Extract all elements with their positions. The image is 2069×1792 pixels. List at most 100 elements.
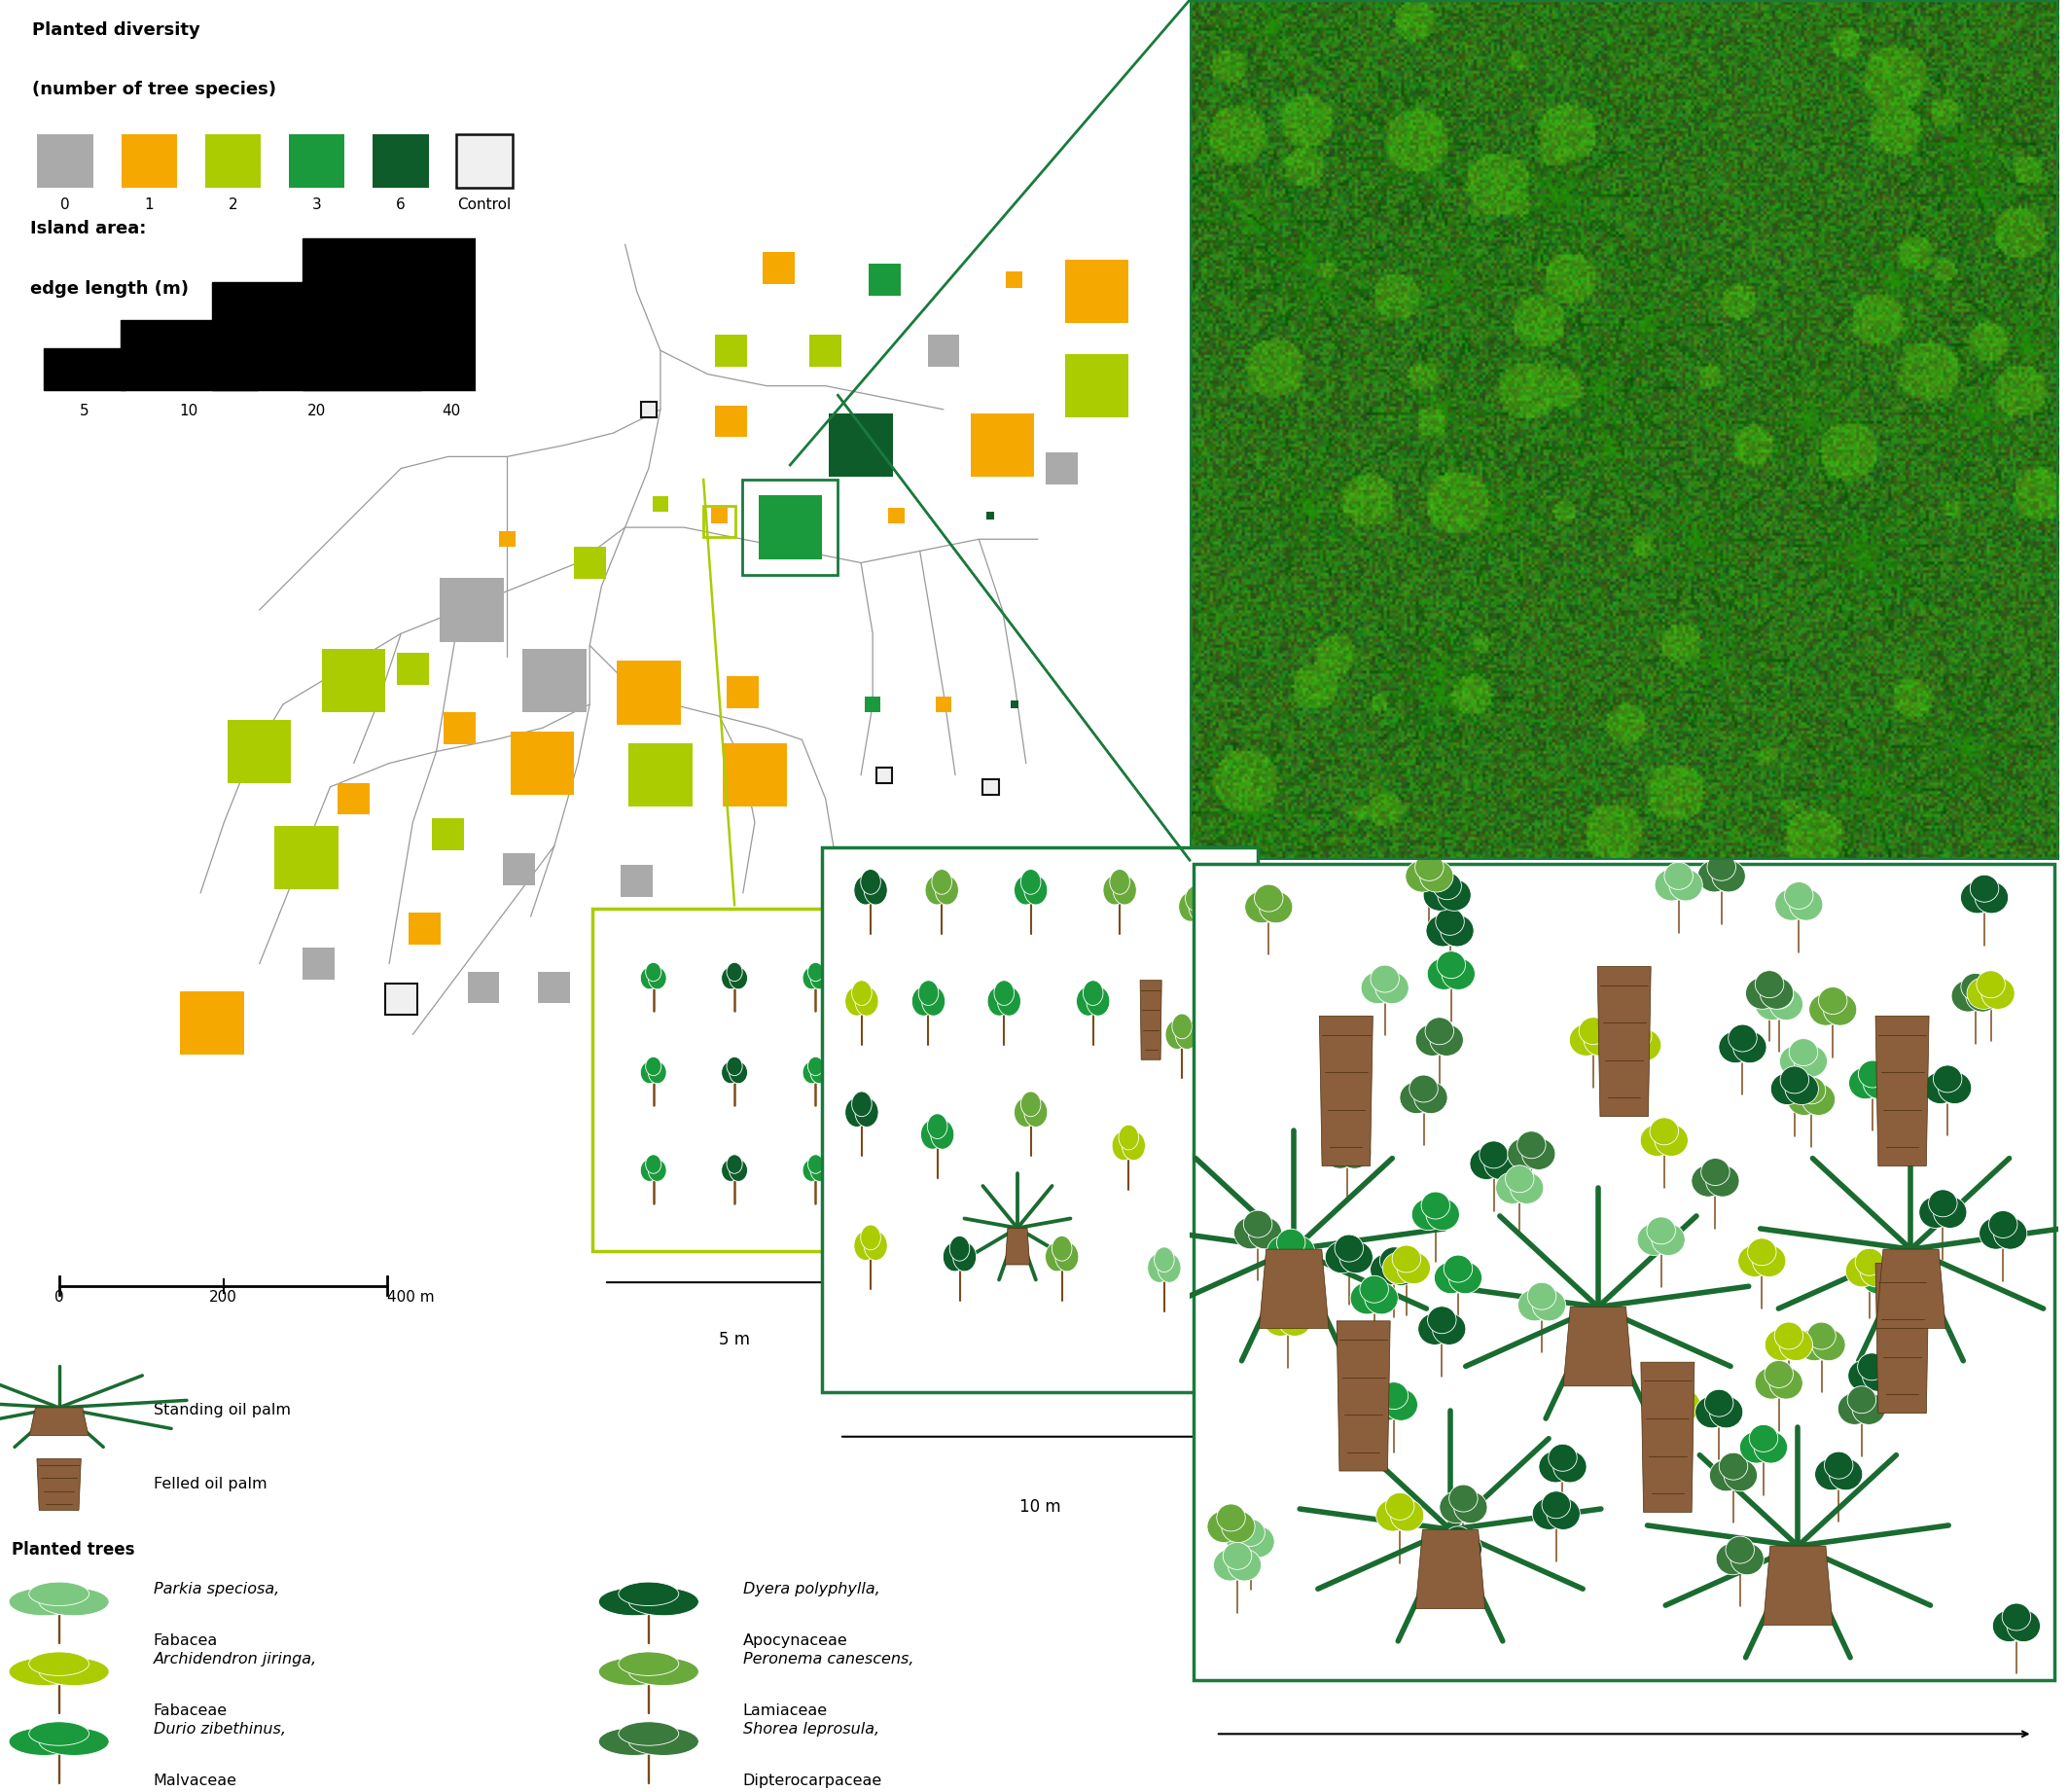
Circle shape (1647, 1217, 1676, 1244)
Circle shape (1279, 1305, 1312, 1337)
Bar (538, 971, 571, 1004)
Circle shape (1045, 1242, 1068, 1271)
Bar (43, 348, 126, 391)
Polygon shape (1641, 1362, 1695, 1512)
Circle shape (1248, 1217, 1281, 1249)
Circle shape (1076, 987, 1101, 1016)
Circle shape (1823, 995, 1856, 1025)
Bar (1066, 355, 1128, 418)
Circle shape (722, 968, 741, 989)
Polygon shape (1337, 1321, 1390, 1471)
Text: Control: Control (457, 197, 511, 211)
Circle shape (1380, 1247, 1409, 1274)
Circle shape (1119, 1125, 1138, 1150)
Circle shape (1324, 1136, 1357, 1168)
Circle shape (598, 1588, 668, 1616)
Circle shape (861, 1226, 881, 1249)
Polygon shape (1260, 1249, 1328, 1328)
Circle shape (1862, 1068, 1897, 1098)
Bar (1010, 701, 1018, 708)
Circle shape (1939, 1072, 1972, 1104)
Circle shape (931, 1120, 954, 1149)
Circle shape (1155, 1247, 1175, 1272)
Circle shape (1426, 916, 1459, 946)
Circle shape (1432, 873, 1461, 900)
Text: Archidendron jiringa,: Archidendron jiringa, (153, 1652, 317, 1667)
Circle shape (1359, 1276, 1388, 1303)
Text: Malvaceae: Malvaceae (153, 1774, 238, 1788)
Text: Dyera polyphylla,: Dyera polyphylla, (743, 1582, 879, 1597)
Circle shape (1765, 982, 1794, 1009)
Circle shape (807, 962, 823, 982)
Circle shape (1697, 860, 1732, 892)
Circle shape (1779, 1066, 1808, 1093)
Circle shape (1858, 1061, 1887, 1088)
Circle shape (1709, 1459, 1742, 1491)
Circle shape (1241, 1525, 1275, 1557)
Circle shape (1705, 1389, 1734, 1417)
Circle shape (1426, 1199, 1459, 1231)
Circle shape (722, 1159, 741, 1181)
Bar (323, 649, 385, 713)
Circle shape (1171, 1014, 1192, 1039)
Bar (523, 649, 586, 713)
Circle shape (1653, 1387, 1682, 1414)
Bar (830, 412, 892, 477)
Text: 20: 20 (306, 403, 327, 418)
Circle shape (1583, 1023, 1618, 1055)
Polygon shape (1597, 966, 1651, 1116)
Bar (703, 505, 734, 538)
Bar (275, 826, 339, 889)
Text: (number of tree species): (number of tree species) (31, 81, 275, 99)
Circle shape (29, 1582, 89, 1606)
Circle shape (1970, 874, 1999, 901)
Circle shape (29, 1722, 89, 1745)
Circle shape (1397, 1253, 1430, 1283)
Polygon shape (1415, 1530, 1486, 1609)
Circle shape (1668, 1389, 1701, 1421)
Circle shape (1723, 1459, 1757, 1491)
Bar (987, 513, 995, 520)
Circle shape (1992, 1609, 2026, 1641)
Circle shape (1351, 1283, 1384, 1314)
Polygon shape (1877, 1249, 1945, 1328)
Circle shape (1165, 1020, 1190, 1048)
Circle shape (1769, 989, 1802, 1020)
Circle shape (1206, 1511, 1241, 1543)
Text: Planted diversity: Planted diversity (31, 22, 201, 39)
Circle shape (1055, 1242, 1078, 1271)
Circle shape (1790, 1039, 1819, 1066)
Circle shape (646, 1057, 662, 1075)
Circle shape (726, 1154, 743, 1174)
Circle shape (1812, 1330, 1846, 1360)
Circle shape (1448, 1484, 1477, 1512)
Circle shape (1448, 1532, 1481, 1564)
Bar (877, 767, 892, 783)
Text: 10 m: 10 m (1018, 1498, 1061, 1516)
Circle shape (1390, 1500, 1423, 1532)
Circle shape (1527, 1283, 1556, 1310)
Bar (211, 283, 422, 391)
Circle shape (1440, 916, 1473, 946)
Circle shape (1434, 1262, 1467, 1294)
Circle shape (1103, 876, 1126, 905)
Bar (629, 744, 693, 806)
Circle shape (1746, 977, 1779, 1009)
Circle shape (1748, 1425, 1777, 1452)
Text: Standing oil palm: Standing oil palm (153, 1403, 290, 1417)
Circle shape (29, 1652, 89, 1676)
Text: 0: 0 (56, 1290, 64, 1305)
Circle shape (865, 876, 888, 905)
Circle shape (1051, 1236, 1072, 1262)
Circle shape (39, 1727, 110, 1756)
Text: Island area:: Island area: (29, 220, 147, 237)
Circle shape (1837, 1392, 1870, 1425)
Circle shape (1649, 1118, 1678, 1145)
Circle shape (1339, 1136, 1372, 1168)
Circle shape (852, 1091, 871, 1116)
Circle shape (629, 1588, 699, 1616)
Circle shape (1223, 1543, 1252, 1570)
Circle shape (1653, 1389, 1686, 1421)
Circle shape (923, 987, 946, 1016)
Circle shape (1755, 1367, 1788, 1400)
